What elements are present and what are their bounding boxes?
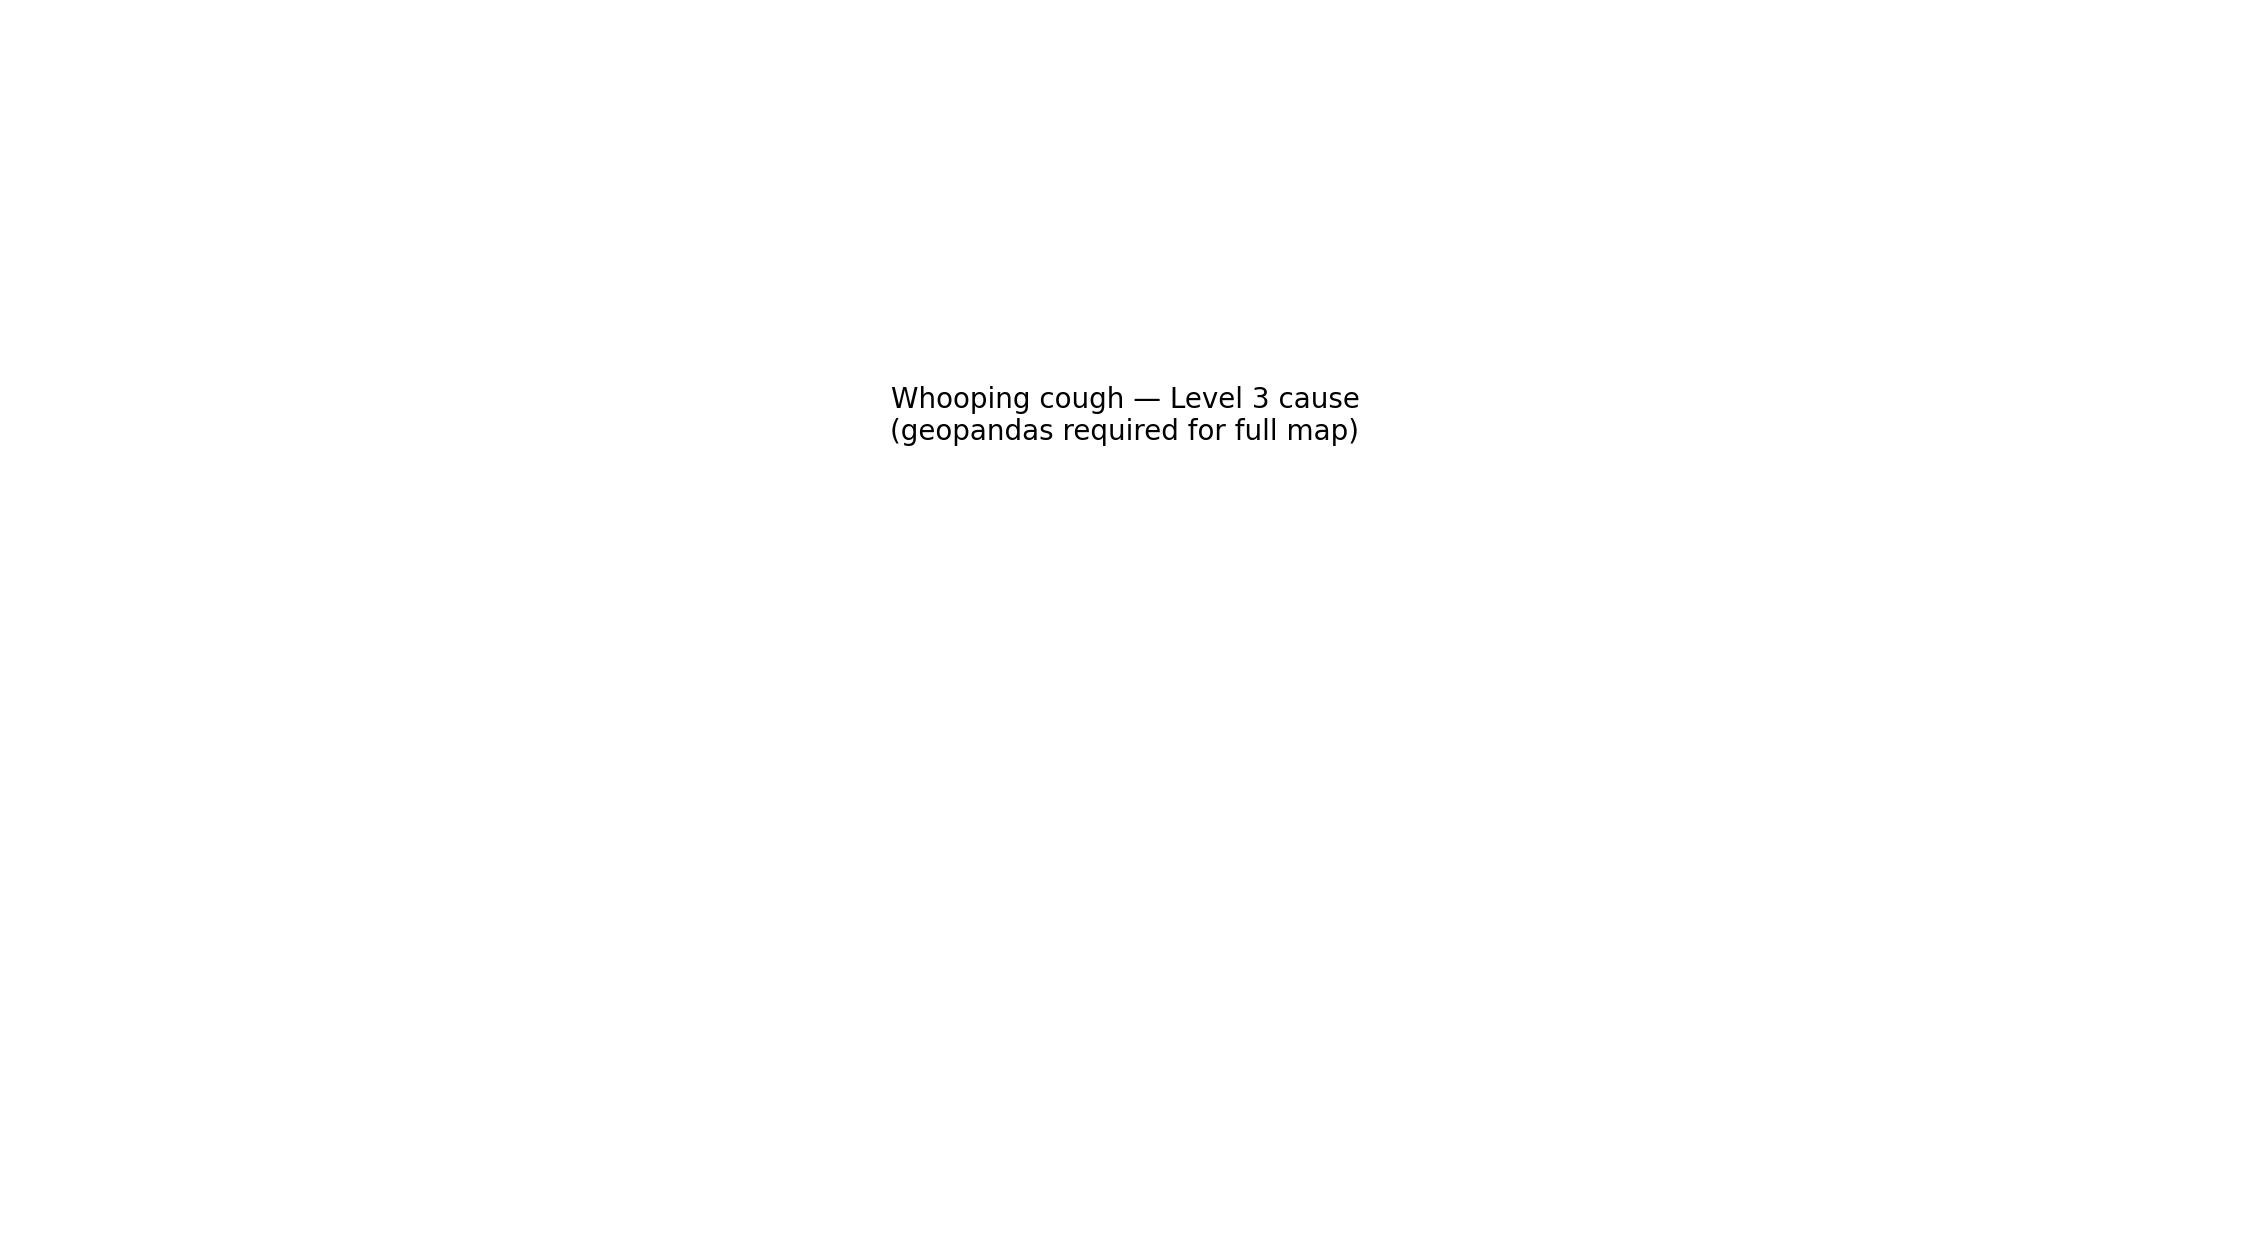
Text: Whooping cough — Level 3 cause
(geopandas required for full map): Whooping cough — Level 3 cause (geopanda… xyxy=(891,386,1359,446)
